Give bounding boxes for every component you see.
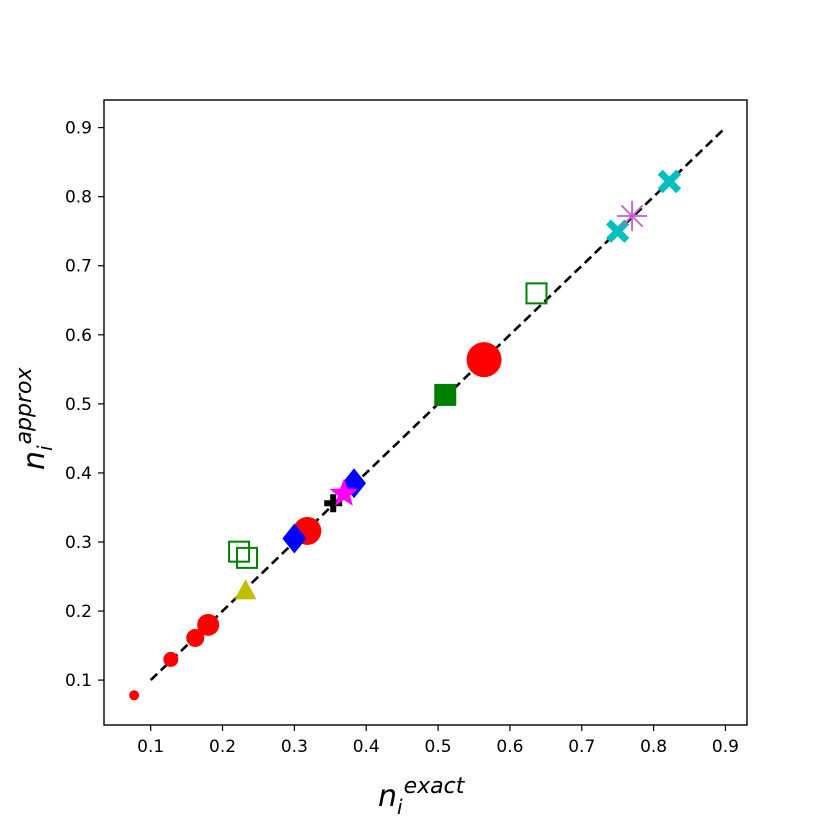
points-layer [129,169,682,701]
y-axis-label-base: n [17,451,52,470]
x-tick-label: 0.9 [712,737,739,757]
x-axis-label-subscript: i [397,795,403,819]
y-tick-label: 0.6 [65,326,92,346]
circle-point [197,613,220,636]
x-tick-label: 0.6 [496,737,523,757]
open-square-point [235,546,258,569]
x-tick-label: 0.5 [425,737,452,757]
x-axis-label-base: n [378,779,397,814]
x-tick-label: 0.1 [137,737,164,757]
y-axis-ticks: 0.1 0.2 0.3 0.4 0.5 0.6 0.7 0.8 0.9 [65,119,104,691]
plus-point [324,494,343,513]
x-tick-label: 0.2 [209,737,236,757]
asterisk-point [617,201,648,232]
y-tick-label: 0.1 [65,671,92,691]
y-tick-label: 0.3 [65,533,92,553]
y-tick-label: 0.4 [65,464,92,484]
square-point [434,383,457,406]
circle-point [163,651,179,667]
x-axis-label: niexact [378,774,466,819]
circle-point [186,628,205,647]
triangle-point [234,579,257,600]
y-axis-label-superscript: approx [12,367,37,445]
y-tick-label: 0.7 [65,257,92,277]
x-axis-ticks: 0.1 0.2 0.3 0.4 0.5 0.6 0.7 0.8 0.9 [137,725,739,757]
open-square-point [525,282,548,305]
asterisk-stroke [620,204,644,228]
y-tick-label: 0.9 [65,119,92,139]
y-axis-label-subscript: i [33,445,57,451]
y-tick-label: 0.8 [65,188,92,208]
open-square-point [228,540,251,563]
y-tick-label: 0.5 [65,395,92,415]
x-point [657,169,682,194]
y-tick-label: 0.2 [65,602,92,622]
star-point [329,478,359,506]
circle-point [466,342,502,378]
x-tick-label: 0.3 [281,737,308,757]
y-axis-label: niapprox [12,367,57,470]
x-tick-label: 0.8 [640,737,667,757]
x-tick-label: 0.4 [353,737,380,757]
x-tick-label: 0.7 [568,737,595,757]
circle-point [129,690,140,701]
x-axis-label-superscript: exact [404,774,466,799]
diamond-point [282,523,307,554]
